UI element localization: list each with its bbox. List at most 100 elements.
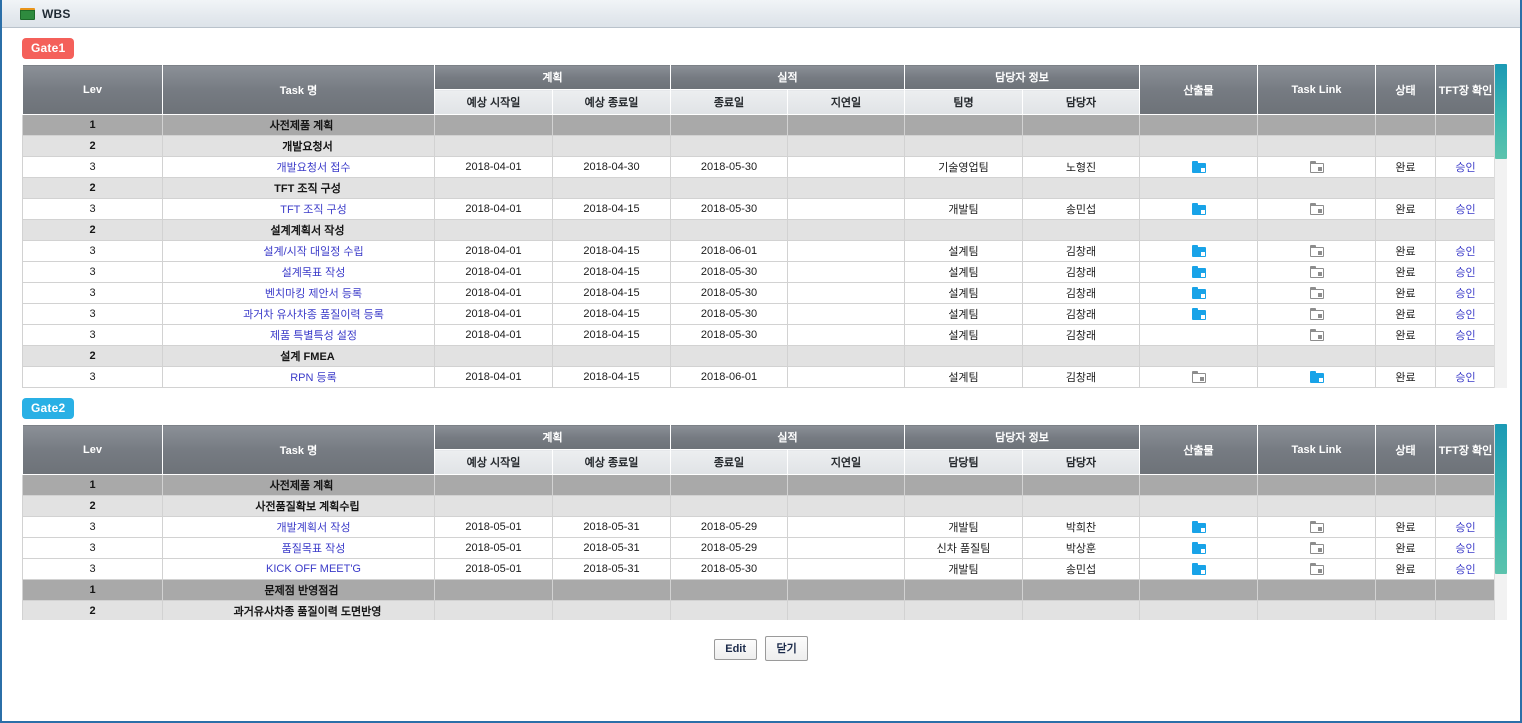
cell-tft-confirm[interactable]: 승인 (1435, 198, 1496, 220)
cell-task-name[interactable]: 설계목표 작성 (162, 261, 435, 283)
task-link-folder-icon[interactable] (1309, 521, 1324, 534)
task-link[interactable]: 품질목표 작성 (281, 543, 346, 555)
task-link[interactable]: 설계목표 작성 (281, 267, 346, 279)
task-link[interactable]: 벤치마킹 제안서 등록 (264, 288, 363, 300)
approve-link[interactable]: 승인 (1455, 204, 1476, 216)
approve-link[interactable]: 승인 (1455, 543, 1476, 555)
task-link-folder-icon[interactable] (1309, 371, 1324, 384)
table-row[interactable]: 3 개발계획서 작성 2018-05-01 2018-05-31 2018-05-29 개… (22, 516, 1496, 538)
task-link[interactable]: KICK OFF MEET'G (266, 563, 361, 575)
table-row[interactable]: 2 사전품질확보 계획수립 (22, 495, 1496, 517)
output-folder-icon[interactable] (1191, 542, 1206, 555)
table-row[interactable]: 3 개발요청서 접수 2018-04-01 2018-04-30 2018-05-30 기… (22, 156, 1496, 178)
task-link-folder-icon[interactable] (1309, 542, 1324, 555)
approve-link[interactable]: 승인 (1455, 288, 1476, 300)
col-owner[interactable]: 담당자 (1022, 449, 1140, 475)
cell-task-name[interactable]: TFT 조직 구성 (162, 198, 435, 220)
vertical-scrollbar-thumb[interactable] (1495, 64, 1507, 159)
approve-link[interactable]: 승인 (1455, 246, 1476, 258)
cell-task-name[interactable]: 개발계획서 작성 (162, 516, 435, 538)
table-row[interactable]: 3 설계목표 작성 2018-04-01 2018-04-15 2018-05-30 설계… (22, 261, 1496, 283)
task-link[interactable]: TFT 조직 구성 (280, 204, 347, 216)
col-task-name[interactable]: Task 명 (162, 424, 435, 475)
edit-button[interactable]: Edit (714, 639, 758, 660)
task-link-folder-icon[interactable] (1309, 266, 1324, 279)
col-plan-end[interactable]: 예상 종료일 (552, 449, 671, 475)
cell-tft-confirm[interactable]: 승인 (1435, 261, 1496, 283)
table-row[interactable]: 2 과거유사차종 품질이력 도면반영 (22, 600, 1496, 620)
task-link-folder-icon[interactable] (1309, 563, 1324, 576)
cell-tft-confirm[interactable]: 승인 (1435, 240, 1496, 262)
cell-task-name[interactable]: 벤치마킹 제안서 등록 (162, 282, 435, 304)
table-row[interactable]: 1 사전제품 계획 (22, 114, 1496, 136)
table-row[interactable]: 3 품질목표 작성 2018-05-01 2018-05-31 2018-05-29 신차… (22, 537, 1496, 559)
cell-tft-confirm[interactable]: 승인 (1435, 516, 1496, 538)
table-row[interactable]: 2 설계 FMEA (22, 345, 1496, 367)
task-link-folder-icon[interactable] (1309, 161, 1324, 174)
col-lev[interactable]: Lev (22, 424, 163, 475)
task-link[interactable]: 개발요청서 접수 (276, 162, 351, 174)
col-output[interactable]: 산출물 (1139, 424, 1258, 475)
table-row[interactable]: 3 벤치마킹 제안서 등록 2018-04-01 2018-04-15 2018-05-… (22, 282, 1496, 304)
approve-link[interactable]: 승인 (1455, 372, 1476, 384)
task-link-folder-icon[interactable] (1309, 203, 1324, 216)
table-row[interactable]: 3 TFT 조직 구성 2018-04-01 2018-04-15 2018-05-30… (22, 198, 1496, 220)
table-row[interactable]: 2 TFT 조직 구성 (22, 177, 1496, 199)
task-link[interactable]: RPN 등록 (290, 372, 337, 384)
close-button[interactable]: 닫기 (765, 636, 808, 661)
task-link[interactable]: 개발계획서 작성 (276, 522, 351, 534)
cell-tft-confirm[interactable]: 승인 (1435, 303, 1496, 325)
table-row[interactable]: 2설계입력,검토,출력 (22, 387, 1496, 388)
cell-task-name[interactable]: 제품 특별특성 설정 (162, 324, 435, 346)
output-folder-icon[interactable] (1191, 245, 1206, 258)
col-delay-days[interactable]: 지연일 (787, 449, 905, 475)
output-folder-icon[interactable] (1191, 371, 1206, 384)
task-link-folder-icon[interactable] (1309, 245, 1324, 258)
cell-tft-confirm[interactable]: 승인 (1435, 156, 1496, 178)
col-actual-end[interactable]: 종료일 (670, 89, 788, 115)
col-status[interactable]: 상태 (1375, 64, 1436, 115)
col-lev[interactable]: Lev (22, 64, 163, 115)
vertical-scrollbar-thumb[interactable] (1495, 424, 1507, 574)
col-output[interactable]: 산출물 (1139, 64, 1258, 115)
task-link-folder-icon[interactable] (1309, 329, 1324, 342)
col-owner[interactable]: 담당자 (1022, 89, 1140, 115)
task-link-folder-icon[interactable] (1309, 287, 1324, 300)
table-row[interactable]: 3 설계/시작 대일정 수립 2018-04-01 2018-04-15 2018-06… (22, 240, 1496, 262)
col-task-link[interactable]: Task Link (1257, 64, 1376, 115)
col-tft-confirm[interactable]: TFT장 확인 (1435, 64, 1496, 115)
cell-task-name[interactable]: 설계/시작 대일정 수립 (162, 240, 435, 262)
table-row[interactable]: 3 KICK OFF MEET'G 2018-05-01 2018-05-31 2018… (22, 558, 1496, 580)
output-folder-icon[interactable] (1191, 308, 1206, 321)
approve-link[interactable]: 승인 (1455, 522, 1476, 534)
table-row[interactable]: 2 개발요청서 (22, 135, 1496, 157)
cell-tft-confirm[interactable]: 승인 (1435, 366, 1496, 388)
table-row[interactable]: 3 제품 특별특성 설정 2018-04-01 2018-04-15 2018-05-3… (22, 324, 1496, 346)
col-plan-start[interactable]: 예상 시작일 (434, 449, 553, 475)
col-tft-confirm[interactable]: TFT장 확인 (1435, 424, 1496, 475)
cell-task-name[interactable]: 개발요청서 접수 (162, 156, 435, 178)
col-task-name[interactable]: Task 명 (162, 64, 435, 115)
cell-tft-confirm[interactable]: 승인 (1435, 282, 1496, 304)
task-link[interactable]: 설계/시작 대일정 수립 (263, 246, 364, 258)
approve-link[interactable]: 승인 (1455, 564, 1476, 576)
table-row[interactable]: 1 사전제품 계획 (22, 474, 1496, 496)
cell-tft-confirm[interactable]: 승인 (1435, 537, 1496, 559)
col-plan-start[interactable]: 예상 시작일 (434, 89, 553, 115)
cell-task-name[interactable]: RPN 등록 (162, 366, 435, 388)
col-delay-days[interactable]: 지연일 (787, 89, 905, 115)
output-folder-icon[interactable] (1191, 287, 1206, 300)
vertical-scrollbar-track[interactable] (1494, 424, 1507, 620)
table-row[interactable]: 3 RPN 등록 2018-04-01 2018-04-15 2018-06-01 설계팀… (22, 366, 1496, 388)
output-folder-icon[interactable] (1191, 563, 1206, 576)
col-team[interactable]: 팀명 (904, 89, 1023, 115)
cell-tft-confirm[interactable]: 승인 (1435, 558, 1496, 580)
col-team[interactable]: 담당팀 (904, 449, 1023, 475)
col-plan-end[interactable]: 예상 종료일 (552, 89, 671, 115)
col-actual-end[interactable]: 종료일 (670, 449, 788, 475)
output-folder-icon[interactable] (1191, 521, 1206, 534)
output-folder-icon[interactable] (1191, 266, 1206, 279)
col-status[interactable]: 상태 (1375, 424, 1436, 475)
approve-link[interactable]: 승인 (1455, 162, 1476, 174)
cell-task-name[interactable]: 품질목표 작성 (162, 537, 435, 559)
